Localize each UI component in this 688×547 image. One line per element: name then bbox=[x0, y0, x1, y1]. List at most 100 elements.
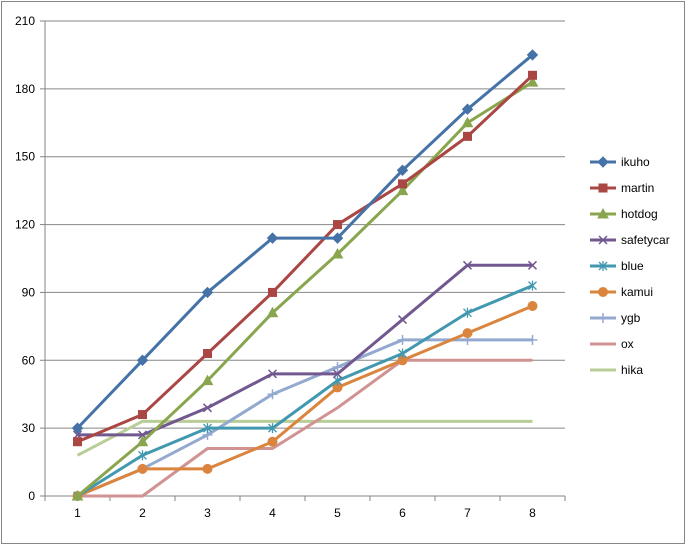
legend-label-safetycar: safetycar bbox=[621, 233, 670, 247]
series-ox bbox=[77, 358, 533, 498]
point-hotdog-1 bbox=[71, 489, 84, 501]
point-hotdog-4 bbox=[266, 306, 279, 318]
x-tick-label-3: 3 bbox=[204, 506, 211, 520]
point-blue-2 bbox=[138, 450, 147, 461]
point-martin-1 bbox=[73, 437, 82, 447]
point-ikuho-7 bbox=[461, 103, 474, 115]
legend-item-safetycar: safetycar bbox=[590, 233, 670, 247]
legend-label-martin: martin bbox=[621, 181, 654, 195]
point-kamui-8 bbox=[527, 301, 538, 311]
legend-label-hika: hika bbox=[621, 363, 643, 377]
y-tick-label-210: 210 bbox=[15, 14, 35, 28]
point-blue-3 bbox=[203, 423, 212, 434]
point-blue-5 bbox=[333, 375, 342, 386]
point-martin-8 bbox=[528, 70, 537, 80]
x-tick-label-1: 1 bbox=[74, 506, 81, 520]
point-hotdog-2 bbox=[136, 435, 149, 447]
point-ikuho-8 bbox=[526, 49, 539, 61]
point-ikuho-3 bbox=[201, 286, 214, 299]
legend-marker-safetycar bbox=[598, 235, 608, 245]
point-ikuho-6 bbox=[396, 164, 409, 176]
series-hika bbox=[76, 419, 533, 457]
series-line-kamui bbox=[76, 304, 534, 498]
legend-label-blue: blue bbox=[621, 259, 644, 273]
y-tick-label-90: 90 bbox=[22, 285, 36, 299]
point-safetycar-7 bbox=[462, 260, 473, 270]
x-axis-ticks: 1 2 3 4 5 6 7 8 bbox=[44, 496, 566, 520]
x-tick-label-4: 4 bbox=[269, 506, 276, 520]
point-ikuho-4 bbox=[266, 232, 279, 244]
y-axis-ticks: 0 30 60 90 120 150 180 210 bbox=[15, 14, 45, 503]
point-ikuho-5 bbox=[331, 232, 344, 244]
series-kamui bbox=[72, 301, 538, 501]
series-line-hika bbox=[76, 419, 533, 457]
legend-item-blue: blue bbox=[590, 259, 644, 273]
point-blue-7 bbox=[463, 307, 472, 318]
point-safetycar-4 bbox=[267, 369, 278, 379]
legend-item-ygb: ygb bbox=[590, 311, 641, 325]
point-kamui-7 bbox=[462, 328, 473, 339]
legend-item-ox: ox bbox=[590, 337, 634, 351]
legend-label-ox: ox bbox=[621, 337, 634, 351]
x-tick-label-6: 6 bbox=[399, 506, 406, 520]
legend-marker-kamui bbox=[598, 287, 608, 297]
legend-label-kamui: kamui bbox=[621, 285, 653, 299]
x-tick-label-5: 5 bbox=[334, 506, 341, 520]
point-ygb-8 bbox=[527, 334, 538, 345]
point-blue-4 bbox=[268, 423, 277, 434]
legend-item-martin: martin bbox=[590, 181, 654, 195]
series-hotdog bbox=[71, 76, 539, 501]
point-martin-2 bbox=[138, 410, 147, 420]
legend-marker-ikuho bbox=[597, 156, 609, 168]
series-blue bbox=[73, 280, 537, 501]
legend-label-ygb: ygb bbox=[621, 311, 641, 325]
x-tick-label-7: 7 bbox=[464, 506, 471, 520]
y-tick-label-180: 180 bbox=[15, 82, 35, 96]
legend-item-hika: hika bbox=[590, 363, 643, 377]
y-tick-label-120: 120 bbox=[15, 218, 35, 232]
point-ygb-6 bbox=[397, 334, 408, 345]
legend-label-hotdog: hotdog bbox=[621, 207, 658, 221]
point-martin-4 bbox=[268, 287, 277, 297]
x-tick-label-8: 8 bbox=[529, 506, 536, 520]
point-blue-8 bbox=[528, 280, 537, 291]
point-ikuho-1 bbox=[71, 422, 84, 434]
point-safetycar-6 bbox=[397, 315, 408, 325]
legend-marker-ygb bbox=[598, 313, 608, 323]
point-martin-7 bbox=[463, 131, 472, 141]
legend-marker-martin bbox=[598, 183, 608, 193]
point-kamui-4 bbox=[267, 436, 278, 447]
point-safetycar-5 bbox=[332, 369, 343, 379]
point-kamui-3 bbox=[202, 463, 213, 474]
point-ygb-5 bbox=[332, 362, 343, 373]
point-safetycar-3 bbox=[202, 403, 213, 413]
legend-marker-blue bbox=[598, 261, 608, 271]
y-tick-label-30: 30 bbox=[22, 421, 36, 435]
point-kamui-2 bbox=[137, 463, 148, 474]
series-line-ygb bbox=[76, 338, 533, 498]
point-hotdog-3 bbox=[201, 374, 214, 386]
y-tick-label-150: 150 bbox=[15, 150, 35, 164]
point-hotdog-5 bbox=[331, 247, 344, 259]
legend-label-ikuho: ikuho bbox=[621, 155, 650, 169]
legend-item-hotdog: hotdog bbox=[590, 207, 658, 221]
point-ygb-4 bbox=[267, 389, 278, 400]
y-tick-label-0: 0 bbox=[28, 489, 35, 503]
point-hotdog-8 bbox=[526, 76, 539, 87]
gridlines bbox=[45, 20, 565, 429]
series-line-martin bbox=[76, 74, 534, 444]
series-line-hotdog bbox=[76, 80, 534, 498]
point-hotdog-6 bbox=[396, 184, 409, 196]
point-martin-5 bbox=[333, 220, 342, 230]
series-line-ox bbox=[77, 358, 533, 498]
point-martin-6 bbox=[398, 179, 407, 189]
series-lines bbox=[71, 49, 539, 501]
point-ikuho-2 bbox=[136, 354, 149, 366]
series-line-blue bbox=[76, 284, 534, 498]
legend-item-kamui: kamui bbox=[590, 285, 653, 299]
legend-item-ikuho: ikuho bbox=[590, 155, 650, 169]
legend: ikuho martin hotdog safetycar blue kamui ygb ox… bbox=[590, 155, 670, 377]
series-martin bbox=[73, 70, 537, 447]
x-tick-label-2: 2 bbox=[139, 506, 146, 520]
